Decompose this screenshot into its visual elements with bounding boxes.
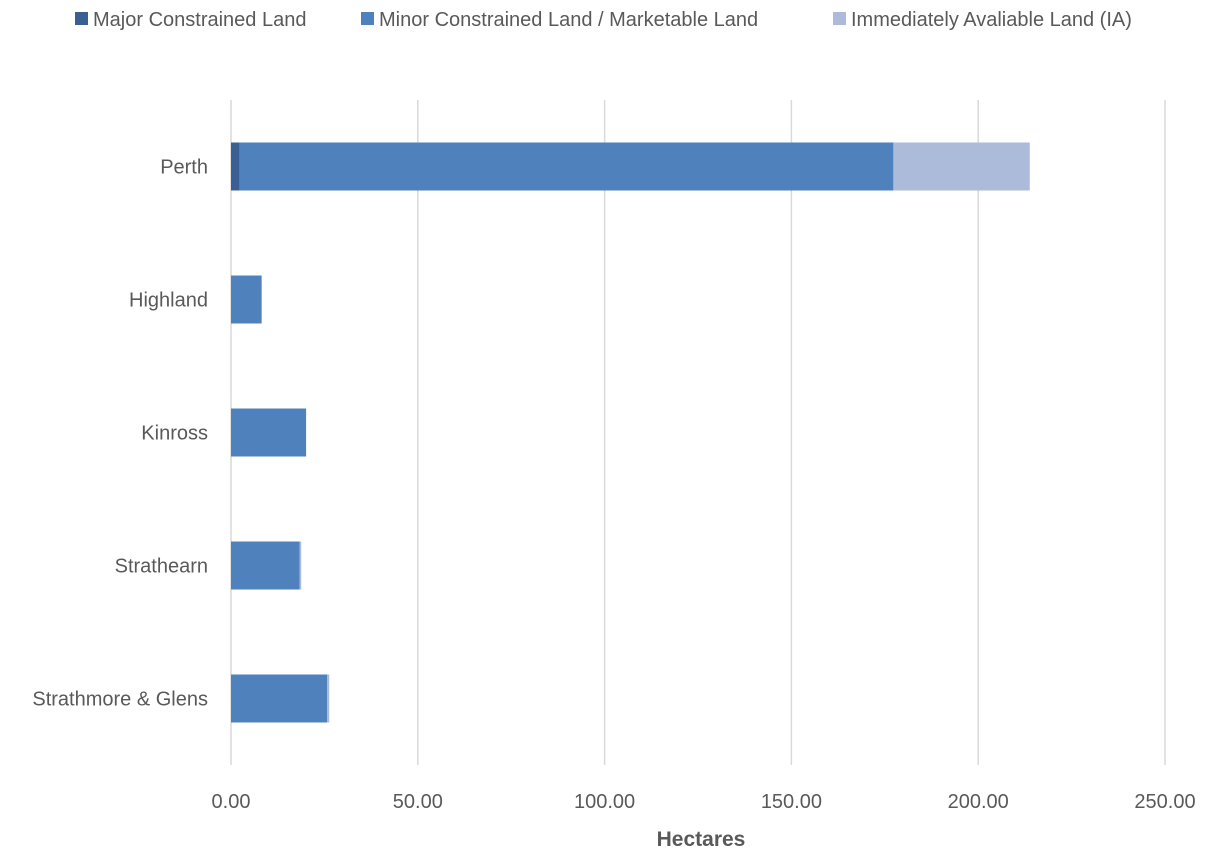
- bar-segment: [231, 674, 328, 723]
- bar-segment: [231, 541, 300, 590]
- category-labels: Perth Highland Kinross Strathearn Strathmore…: [32, 157, 208, 711]
- category-label: Perth: [160, 157, 208, 179]
- legend-swatch: [75, 12, 88, 25]
- x-tick-label: 50.00: [393, 791, 443, 813]
- bar-segment: [327, 674, 330, 723]
- legend-label: Immediately Avaliable Land (IA): [851, 9, 1132, 31]
- bar-segment: [299, 541, 302, 590]
- bar-segment: [231, 142, 240, 191]
- x-tick-label: 0.00: [212, 791, 251, 813]
- bar-segment: [231, 275, 262, 324]
- category-label: Kinross: [141, 423, 208, 445]
- legend-label: Major Constrained Land: [93, 9, 306, 31]
- x-axis-title: Hectares: [657, 828, 746, 851]
- bar-segment: [231, 408, 307, 457]
- bar-segment: [239, 142, 894, 191]
- x-tick-label: 100.00: [574, 791, 635, 813]
- bars: [231, 142, 1030, 723]
- bar-segment: [893, 142, 1030, 191]
- gridlines: [230, 100, 1166, 765]
- category-label: Highland: [129, 290, 208, 312]
- legend-swatch: [833, 12, 846, 25]
- x-tick-label: 200.00: [948, 791, 1009, 813]
- category-label: Strathearn: [115, 556, 208, 578]
- legend-label: Minor Constrained Land / Marketable Land: [379, 9, 758, 31]
- x-tick-label: 250.00: [1134, 791, 1195, 813]
- legend: Major Constrained Land Minor Constrained …: [75, 9, 1132, 31]
- x-tick-labels: 0.00 50.00 100.00 150.00 200.00 250.00: [212, 791, 1196, 813]
- category-label: Strathmore & Glens: [32, 689, 208, 711]
- legend-swatch: [361, 12, 374, 25]
- x-tick-label: 150.00: [761, 791, 822, 813]
